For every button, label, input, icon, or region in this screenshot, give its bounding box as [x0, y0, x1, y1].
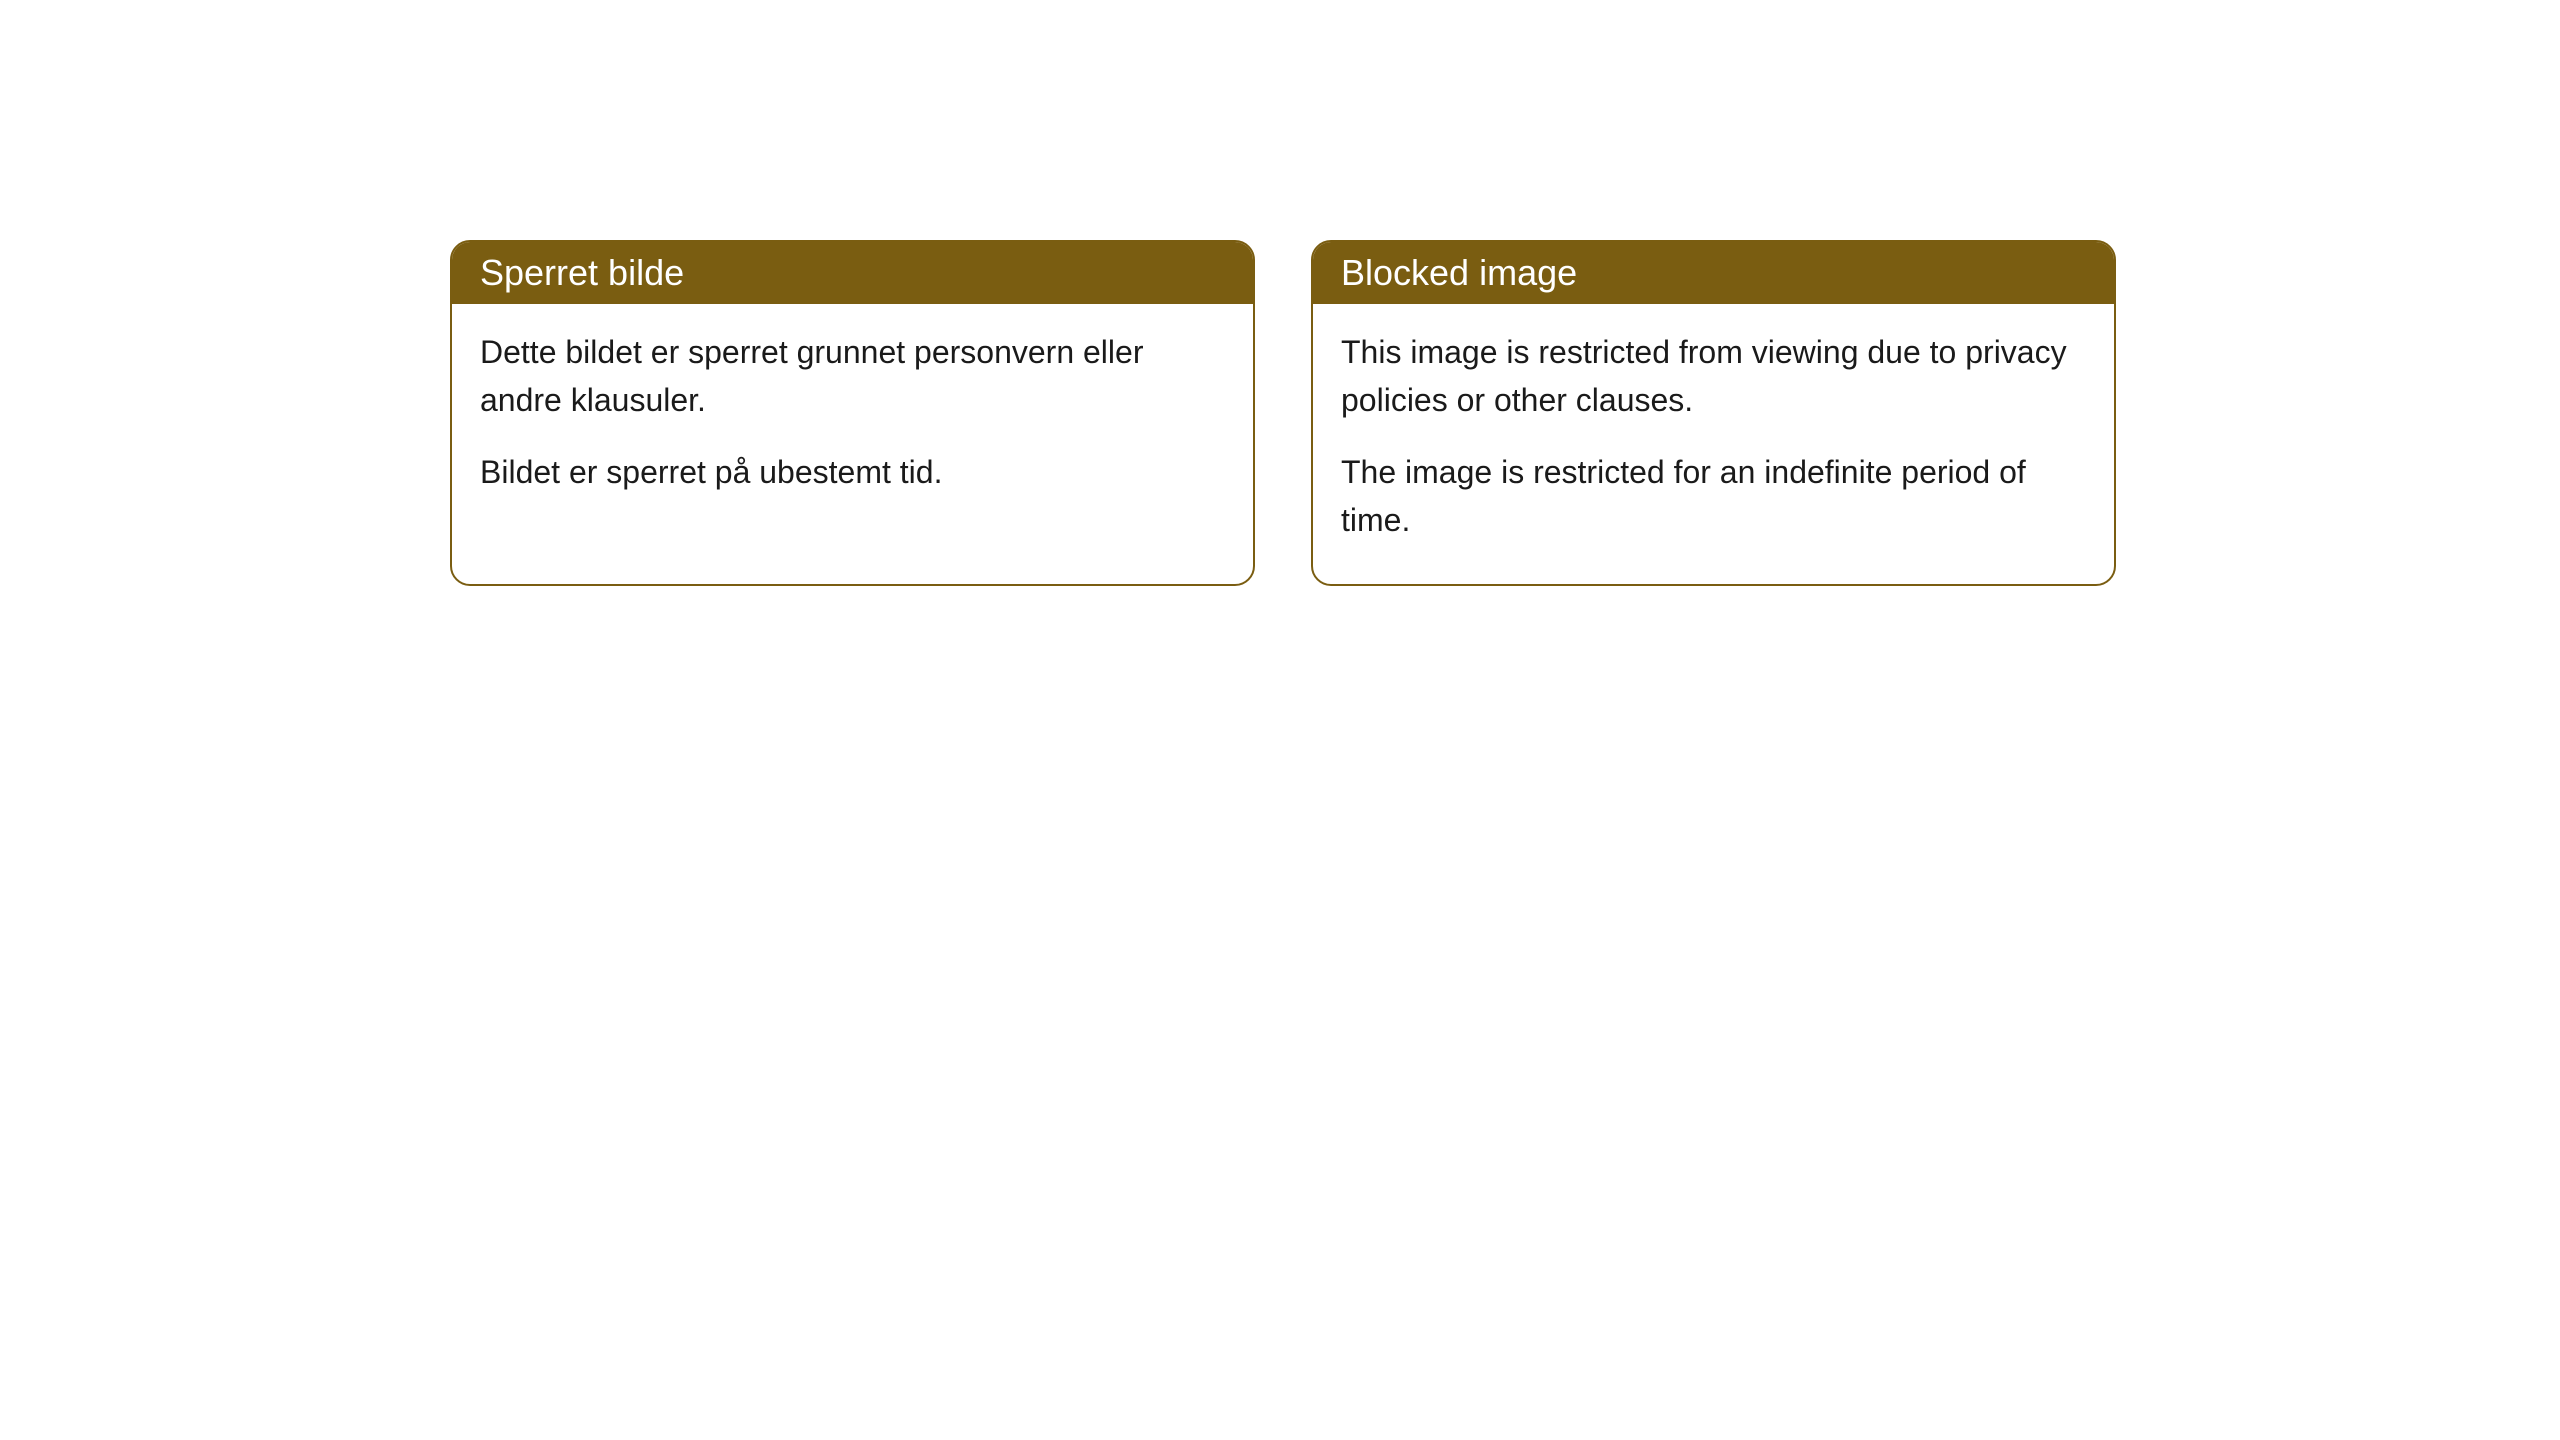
card-title-english: Blocked image	[1341, 252, 1577, 293]
card-header-english: Blocked image	[1313, 242, 2114, 304]
notice-card-norwegian: Sperret bilde Dette bildet er sperret gr…	[450, 240, 1255, 586]
card-text-norwegian-1: Dette bildet er sperret grunnet personve…	[480, 328, 1225, 424]
notice-card-english: Blocked image This image is restricted f…	[1311, 240, 2116, 586]
card-text-norwegian-2: Bildet er sperret på ubestemt tid.	[480, 448, 1225, 496]
notice-container: Sperret bilde Dette bildet er sperret gr…	[450, 240, 2116, 586]
card-body-english: This image is restricted from viewing du…	[1313, 304, 2114, 584]
card-text-english-1: This image is restricted from viewing du…	[1341, 328, 2086, 424]
card-header-norwegian: Sperret bilde	[452, 242, 1253, 304]
card-title-norwegian: Sperret bilde	[480, 252, 684, 293]
card-text-english-2: The image is restricted for an indefinit…	[1341, 448, 2086, 544]
card-body-norwegian: Dette bildet er sperret grunnet personve…	[452, 304, 1253, 536]
